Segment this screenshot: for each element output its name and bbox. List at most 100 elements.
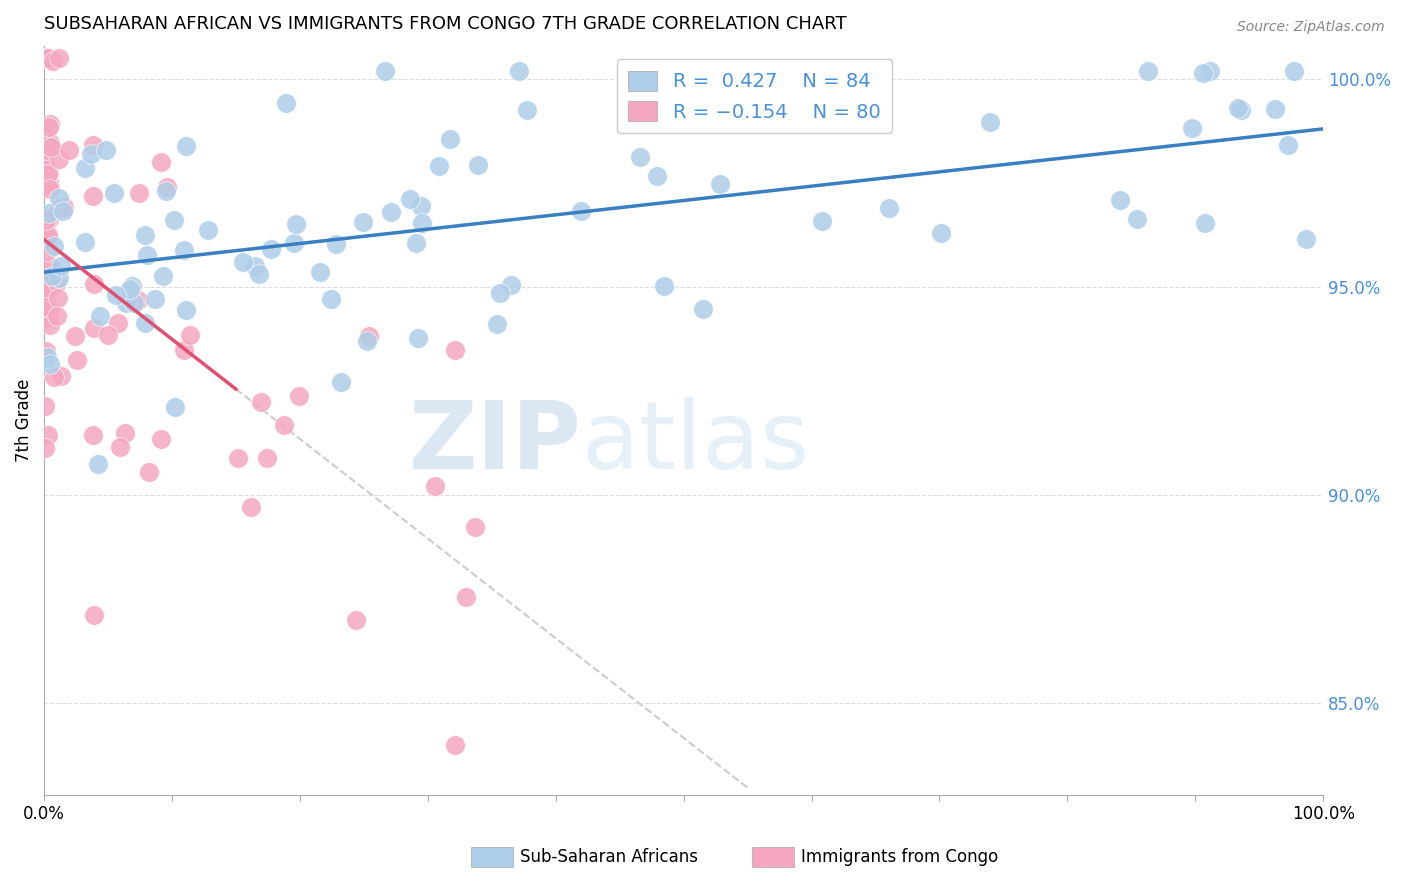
Y-axis label: 7th Grade: 7th Grade xyxy=(15,379,32,462)
Point xyxy=(239,500,262,515)
Point xyxy=(42,239,65,253)
Point xyxy=(1226,101,1249,115)
Point xyxy=(256,451,278,466)
Point xyxy=(929,226,952,240)
Point xyxy=(1277,137,1299,152)
Point xyxy=(35,212,58,227)
Point xyxy=(108,441,131,455)
Point xyxy=(374,63,396,78)
Point xyxy=(34,442,56,456)
Point xyxy=(34,143,56,157)
Point xyxy=(87,457,110,471)
Point xyxy=(97,328,120,343)
Point xyxy=(309,265,332,279)
Point xyxy=(38,120,60,135)
Point xyxy=(37,228,59,243)
Point xyxy=(121,279,143,293)
Point xyxy=(37,51,59,65)
Point xyxy=(406,331,429,345)
Point xyxy=(48,201,70,215)
Point xyxy=(42,54,65,68)
Point xyxy=(411,199,433,213)
Point xyxy=(149,155,172,169)
Point xyxy=(34,399,56,413)
Point xyxy=(456,590,478,604)
Point xyxy=(1181,120,1204,135)
Point xyxy=(152,269,174,284)
Point xyxy=(39,318,62,332)
Point xyxy=(156,180,179,194)
Point xyxy=(37,266,59,280)
Point xyxy=(1109,193,1132,207)
Point xyxy=(41,269,63,284)
Point xyxy=(138,465,160,479)
Point xyxy=(357,329,380,343)
Point xyxy=(1199,63,1222,78)
Point xyxy=(37,282,59,296)
Point xyxy=(979,115,1001,129)
Point xyxy=(103,186,125,201)
Point xyxy=(35,244,58,259)
Point xyxy=(352,215,374,229)
Point xyxy=(467,158,489,172)
Text: Source: ZipAtlas.com: Source: ZipAtlas.com xyxy=(1237,20,1385,34)
Point xyxy=(38,206,60,220)
Point xyxy=(35,308,58,322)
Point xyxy=(149,432,172,446)
Point xyxy=(247,267,270,281)
Point xyxy=(283,236,305,251)
Point xyxy=(46,291,69,305)
Point xyxy=(499,278,522,293)
Point xyxy=(52,200,75,214)
Point xyxy=(35,51,58,65)
Point xyxy=(174,302,197,317)
Point xyxy=(114,425,136,440)
Point xyxy=(118,282,141,296)
Point xyxy=(399,192,422,206)
Point xyxy=(136,248,159,262)
Point xyxy=(319,293,342,307)
Point xyxy=(260,242,283,256)
Point xyxy=(243,259,266,273)
Point xyxy=(165,401,187,415)
Point xyxy=(45,309,67,323)
Point xyxy=(628,150,651,164)
Point xyxy=(38,182,60,196)
Point xyxy=(45,276,67,290)
Point xyxy=(284,217,307,231)
Point xyxy=(877,201,900,215)
Point xyxy=(344,613,367,627)
Point xyxy=(75,235,97,250)
Point xyxy=(38,117,60,131)
Point xyxy=(73,161,96,175)
Point xyxy=(34,161,56,175)
Point xyxy=(1137,63,1160,78)
Point xyxy=(49,368,72,383)
Point xyxy=(155,184,177,198)
Point xyxy=(405,235,427,250)
Point xyxy=(115,296,138,310)
Point xyxy=(1230,103,1253,117)
Point xyxy=(226,450,249,465)
Point xyxy=(173,243,195,257)
Point xyxy=(37,167,59,181)
Point xyxy=(380,205,402,219)
Point xyxy=(37,284,59,298)
Point xyxy=(423,479,446,493)
Point xyxy=(325,237,347,252)
Text: SUBSAHARAN AFRICAN VS IMMIGRANTS FROM CONGO 7TH GRADE CORRELATION CHART: SUBSAHARAN AFRICAN VS IMMIGRANTS FROM CO… xyxy=(44,15,846,33)
Point xyxy=(82,428,104,442)
Point xyxy=(1126,212,1149,227)
Point xyxy=(49,259,72,273)
Point xyxy=(356,334,378,348)
Point xyxy=(1194,216,1216,230)
Point xyxy=(173,343,195,358)
Text: Sub-Saharan Africans: Sub-Saharan Africans xyxy=(520,848,699,866)
Point xyxy=(83,277,105,292)
Point xyxy=(35,301,58,315)
Point xyxy=(486,317,509,331)
Point xyxy=(250,395,273,409)
Point xyxy=(39,140,62,154)
Point xyxy=(34,152,56,166)
Point xyxy=(1295,232,1317,246)
